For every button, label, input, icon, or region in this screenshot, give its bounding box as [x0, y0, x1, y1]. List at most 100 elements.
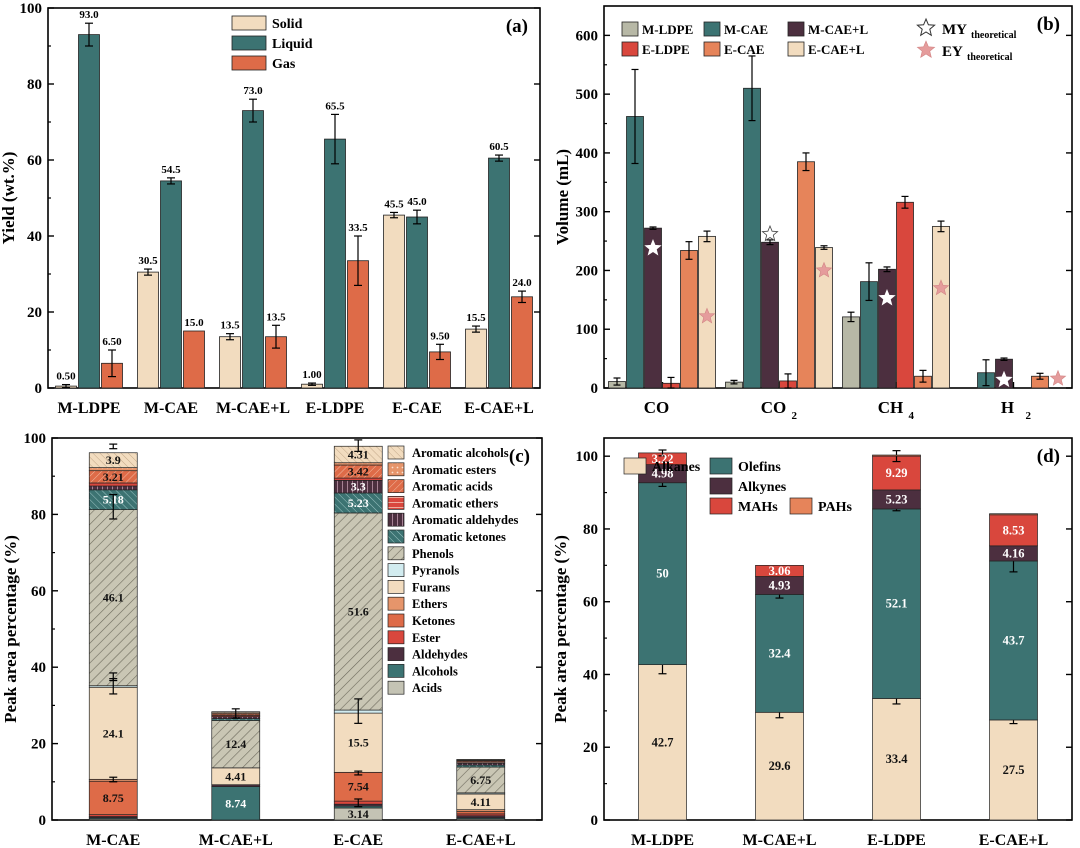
data-label: 45.5	[384, 198, 404, 210]
panel-label: (b)	[1037, 14, 1060, 35]
legend-label: Phenols	[412, 547, 454, 561]
x-tick-label: M-CAE+L	[743, 832, 817, 848]
x-tick-label: CO	[644, 398, 670, 417]
x-tick-label: M-LDPE	[57, 400, 120, 417]
y-tick-label: 20	[583, 740, 598, 756]
legend-swatch	[387, 496, 405, 510]
legend-swatch	[231, 15, 267, 31]
legend-subscript: theoretical	[967, 52, 1013, 63]
y-tick-label: 60	[31, 584, 46, 600]
segment-label: 5.23	[348, 496, 369, 510]
y-tick-label: 300	[576, 205, 599, 221]
y-axis-label: Peak area percentage (%)	[551, 535, 570, 723]
segment-label: 3.9	[106, 453, 121, 467]
legend-swatch	[789, 497, 813, 515]
legend-swatch	[387, 529, 405, 544]
data-label: 60.5	[489, 141, 509, 153]
y-tick-label: 40	[27, 229, 42, 245]
stack-segment-alkanes	[638, 664, 687, 821]
y-tick-label: 40	[31, 660, 46, 676]
y-tick-label: 20	[31, 737, 46, 753]
y-tick-label: 0	[35, 381, 43, 397]
bar-m-ldpe	[842, 316, 860, 389]
data-label: 54.5	[161, 164, 181, 176]
segment-label: 3.42	[348, 465, 369, 479]
legend-label: Gas	[272, 57, 296, 72]
x-tick-label: E-CAE	[333, 832, 383, 848]
segment-label: 4.98	[652, 467, 674, 481]
segment-label: 8.74	[225, 796, 246, 810]
bar-liquid	[488, 157, 510, 389]
x-tick-label: H	[1001, 398, 1014, 417]
stack-segment-pahs	[872, 454, 921, 457]
segment-label: 8.53	[1003, 523, 1025, 537]
y-tick-label: 200	[576, 263, 599, 279]
segment-label: 3.3	[351, 480, 366, 494]
segment-label: 3.14	[348, 807, 369, 821]
bar-e-ldpe	[896, 201, 914, 389]
panel-c-peak-area-chart: 0 20 40 60 80 100 Peak area percentage (%) (c) M…	[1, 431, 543, 848]
bar-liquid	[324, 138, 346, 389]
data-label: 33.5	[348, 222, 368, 234]
segment-label: 52.1	[886, 597, 908, 611]
legend-swatch	[387, 596, 405, 611]
data-label: 30.5	[138, 255, 158, 267]
legend-swatch	[621, 41, 639, 57]
bar-solid	[383, 214, 405, 389]
legend-swatch	[623, 457, 647, 475]
legend-swatch	[621, 21, 639, 37]
legend-label: E-LDPE	[642, 42, 690, 57]
x-tick-label: E-LDPE	[867, 832, 926, 848]
legend-label: Solid	[272, 17, 303, 32]
segment-label: 29.6	[769, 759, 791, 773]
stack-segment-aromatic-aldehydes	[88, 485, 138, 491]
legend-swatch	[387, 546, 405, 561]
legend-swatch	[387, 462, 405, 477]
legend-subscript: theoretical	[971, 30, 1017, 41]
data-label: 13.5	[266, 311, 286, 323]
x-tick-label: CO	[761, 398, 787, 417]
bar-e-cae	[797, 161, 815, 389]
stack-segment-aromatic-alcohols	[456, 759, 506, 761]
legend-label: Aromatic aldehydes	[412, 513, 518, 527]
y-axis-label: Yield (wt.%)	[0, 152, 18, 245]
segment-label: 12.4	[225, 737, 246, 751]
y-tick-label: 60	[583, 595, 598, 611]
legend-label: M-LDPE	[642, 22, 693, 37]
y-tick-label: 0	[39, 813, 47, 829]
data-label: 15.5	[466, 312, 486, 324]
bar-solid	[137, 271, 159, 389]
segment-label: 32.4	[769, 646, 792, 660]
legend-label: Aromatic ketones	[412, 530, 506, 544]
bar-m-cae+l	[644, 227, 662, 389]
data-label: 45.0	[407, 196, 427, 208]
segment-label: 24.1	[103, 726, 124, 740]
data-label: 6.50	[102, 336, 122, 348]
segment-label: 6.75	[470, 773, 491, 787]
segment-label: 4.11	[471, 795, 491, 809]
bar-e-cae+l	[932, 225, 950, 389]
legend-label: Acids	[412, 681, 442, 695]
bar-e-cae	[680, 250, 698, 389]
legend-swatch	[387, 613, 405, 628]
x-tick-label: E-CAE+L	[979, 832, 1049, 848]
stack-segment-furans	[333, 712, 383, 773]
y-tick-label: 0	[591, 813, 599, 829]
bar-gas	[183, 330, 205, 389]
y-tick-label: 40	[583, 667, 598, 683]
segment-label: 3.22	[652, 452, 674, 466]
legend-swatch	[387, 580, 405, 594]
segment-label: 4.31	[348, 447, 369, 461]
bar-liquid	[406, 216, 428, 389]
stack-segment-mahs	[989, 514, 1038, 547]
legend-swatch	[709, 497, 733, 515]
stack-segment-phenols	[333, 512, 383, 711]
legend-swatch	[387, 647, 405, 661]
ey-theoretical-star	[815, 261, 833, 278]
legend-label: Ketones	[412, 614, 455, 628]
panel-a-yield-chart: 0 20 40 60 80 100 Yield (wt.%) (a) M-LDPE 0.50 93.…	[0, 1, 541, 417]
y-axis-label: Volume (mL)	[553, 149, 572, 245]
legend-star-my	[916, 17, 936, 37]
x-tick-label: CH	[878, 398, 904, 417]
